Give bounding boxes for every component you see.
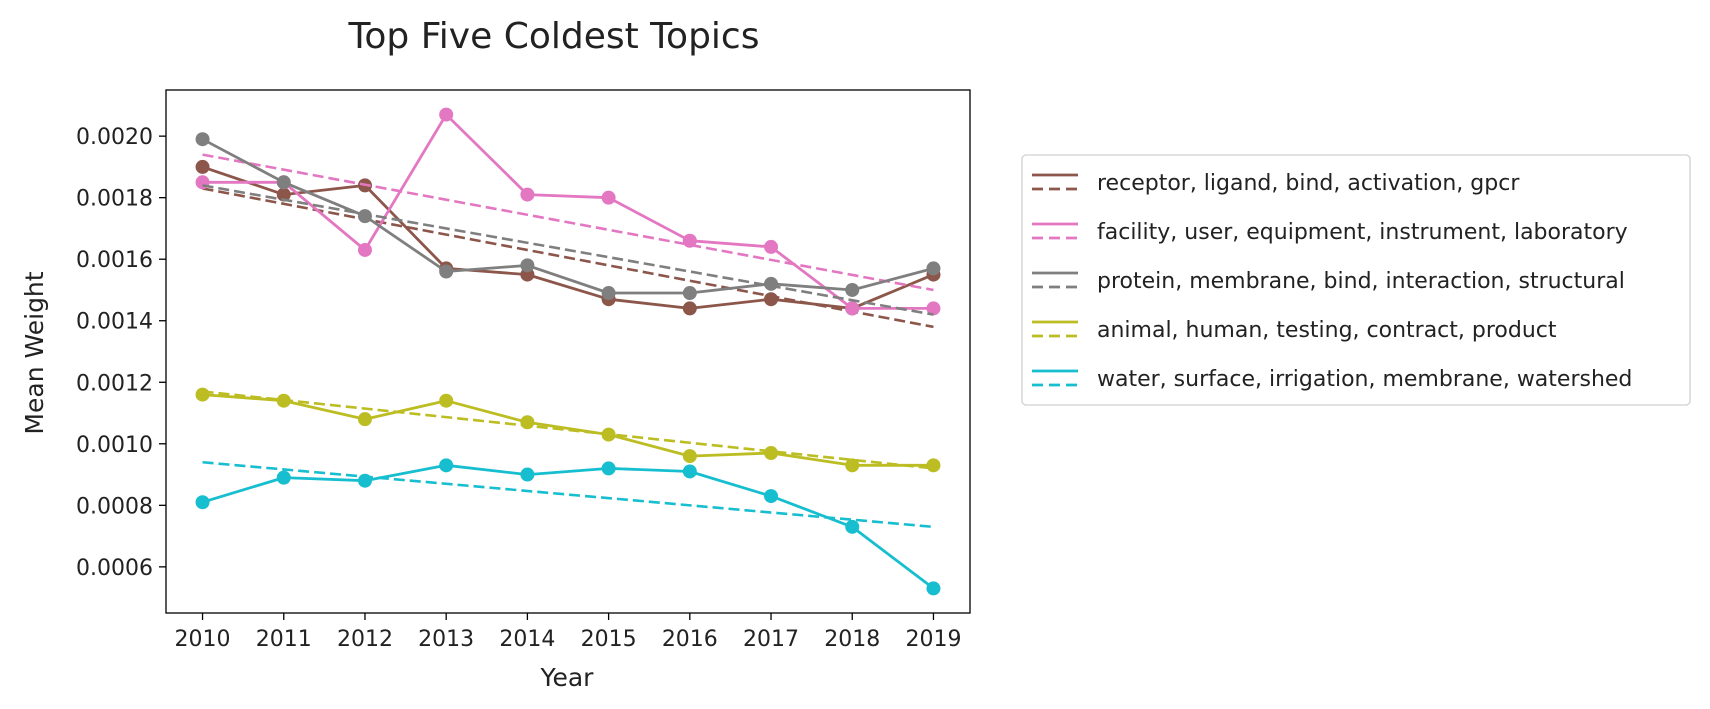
y-tick-label: 0.0020 <box>76 125 153 150</box>
data-point <box>682 233 697 248</box>
data-point <box>276 175 291 190</box>
series-4 <box>195 387 941 473</box>
data-point <box>845 458 860 473</box>
series-line <box>202 463 935 590</box>
data-point <box>195 159 210 174</box>
trend-line <box>202 460 934 529</box>
data-point <box>195 132 210 147</box>
x-tick-label: 2019 <box>905 627 961 652</box>
series-line <box>202 165 935 310</box>
series-line <box>202 113 934 310</box>
series-1 <box>195 159 941 329</box>
data-point <box>764 446 779 461</box>
legend-label: facility, user, equipment, instrument, l… <box>1097 220 1628 245</box>
y-tick-label: 0.0006 <box>76 556 153 581</box>
data-point <box>601 286 616 301</box>
data-point <box>601 461 616 476</box>
legend-label: animal, human, testing, contract, produc… <box>1097 318 1557 343</box>
trend-line <box>202 390 934 470</box>
data-point <box>845 519 860 534</box>
data-point <box>845 301 860 316</box>
data-point <box>601 427 616 442</box>
data-point <box>601 190 616 205</box>
legend-label: water, surface, irrigation, membrane, wa… <box>1097 367 1632 392</box>
y-tick-label: 0.0012 <box>76 371 153 396</box>
legend-box <box>1021 154 1691 406</box>
x-tick-label: 2014 <box>499 627 555 652</box>
series-line <box>202 393 934 467</box>
data-point <box>276 393 291 408</box>
legend-item: protein, membrane, bind, interaction, st… <box>1032 269 1625 294</box>
data-point <box>357 412 372 427</box>
data-point <box>926 301 941 316</box>
y-tick-label: 0.0014 <box>76 310 153 335</box>
trend-line <box>202 153 934 292</box>
legend-item: facility, user, equipment, instrument, l… <box>1032 220 1628 245</box>
x-tick-label: 2015 <box>581 627 637 652</box>
data-point <box>682 449 697 464</box>
data-point <box>439 458 454 473</box>
x-tick-label: 2017 <box>743 627 799 652</box>
data-point <box>357 209 372 224</box>
y-tick-label: 0.0008 <box>76 494 153 519</box>
data-point <box>926 581 941 596</box>
data-point <box>764 276 779 291</box>
legend-item: animal, human, testing, contract, produc… <box>1032 318 1557 343</box>
y-axis-label: Mean Weight <box>20 271 49 434</box>
series-5 <box>195 458 941 596</box>
x-tick-label: 2018 <box>824 627 880 652</box>
series-3 <box>195 132 941 316</box>
legend-label: receptor, ligand, bind, activation, gpcr <box>1097 171 1520 196</box>
data-point <box>926 458 941 473</box>
x-tick-label: 2011 <box>256 627 312 652</box>
x-tick-label: 2010 <box>175 627 231 652</box>
data-point <box>439 107 454 122</box>
plot-area <box>195 107 941 596</box>
data-point <box>520 258 535 273</box>
data-point <box>439 393 454 408</box>
y-tick-label: 0.0010 <box>76 433 153 458</box>
data-point <box>357 242 372 257</box>
data-point <box>276 187 291 202</box>
data-point <box>682 464 697 479</box>
data-point <box>357 473 372 488</box>
series-line <box>201 137 934 295</box>
data-point <box>195 495 210 510</box>
data-point <box>520 415 535 430</box>
data-point <box>682 301 697 316</box>
data-point <box>439 264 454 279</box>
legend-item: receptor, ligand, bind, activation, gpcr <box>1032 171 1520 196</box>
data-point <box>845 282 860 297</box>
x-tick-label: 2012 <box>337 627 393 652</box>
plot-frame <box>165 89 971 614</box>
data-point <box>764 239 779 254</box>
x-axis-label: Year <box>540 663 595 692</box>
chart-title: Top Five Coldest Topics <box>348 16 760 57</box>
data-point <box>764 489 779 504</box>
series-2 <box>195 107 941 316</box>
x-tick-label: 2013 <box>418 627 474 652</box>
data-point <box>520 187 535 202</box>
data-point <box>682 286 697 301</box>
trend-line <box>202 187 934 329</box>
data-point <box>276 470 291 485</box>
y-tick-label: 0.0018 <box>76 187 153 212</box>
legend-label: protein, membrane, bind, interaction, st… <box>1097 269 1625 294</box>
data-point <box>926 261 941 276</box>
axes: 2010 2011 2012 2013 2014 2015 2016 2017 2018 2019… <box>76 89 971 652</box>
data-point <box>195 387 210 402</box>
x-tick-label: 2016 <box>662 627 718 652</box>
legend-item: water, surface, irrigation, membrane, wa… <box>1032 367 1632 392</box>
legend: receptor, ligand, bind, activation, gpcr… <box>1021 154 1691 406</box>
data-point <box>520 467 535 482</box>
trend-line <box>202 184 934 316</box>
data-point <box>764 292 779 307</box>
y-tick-label: 0.0016 <box>76 248 153 273</box>
